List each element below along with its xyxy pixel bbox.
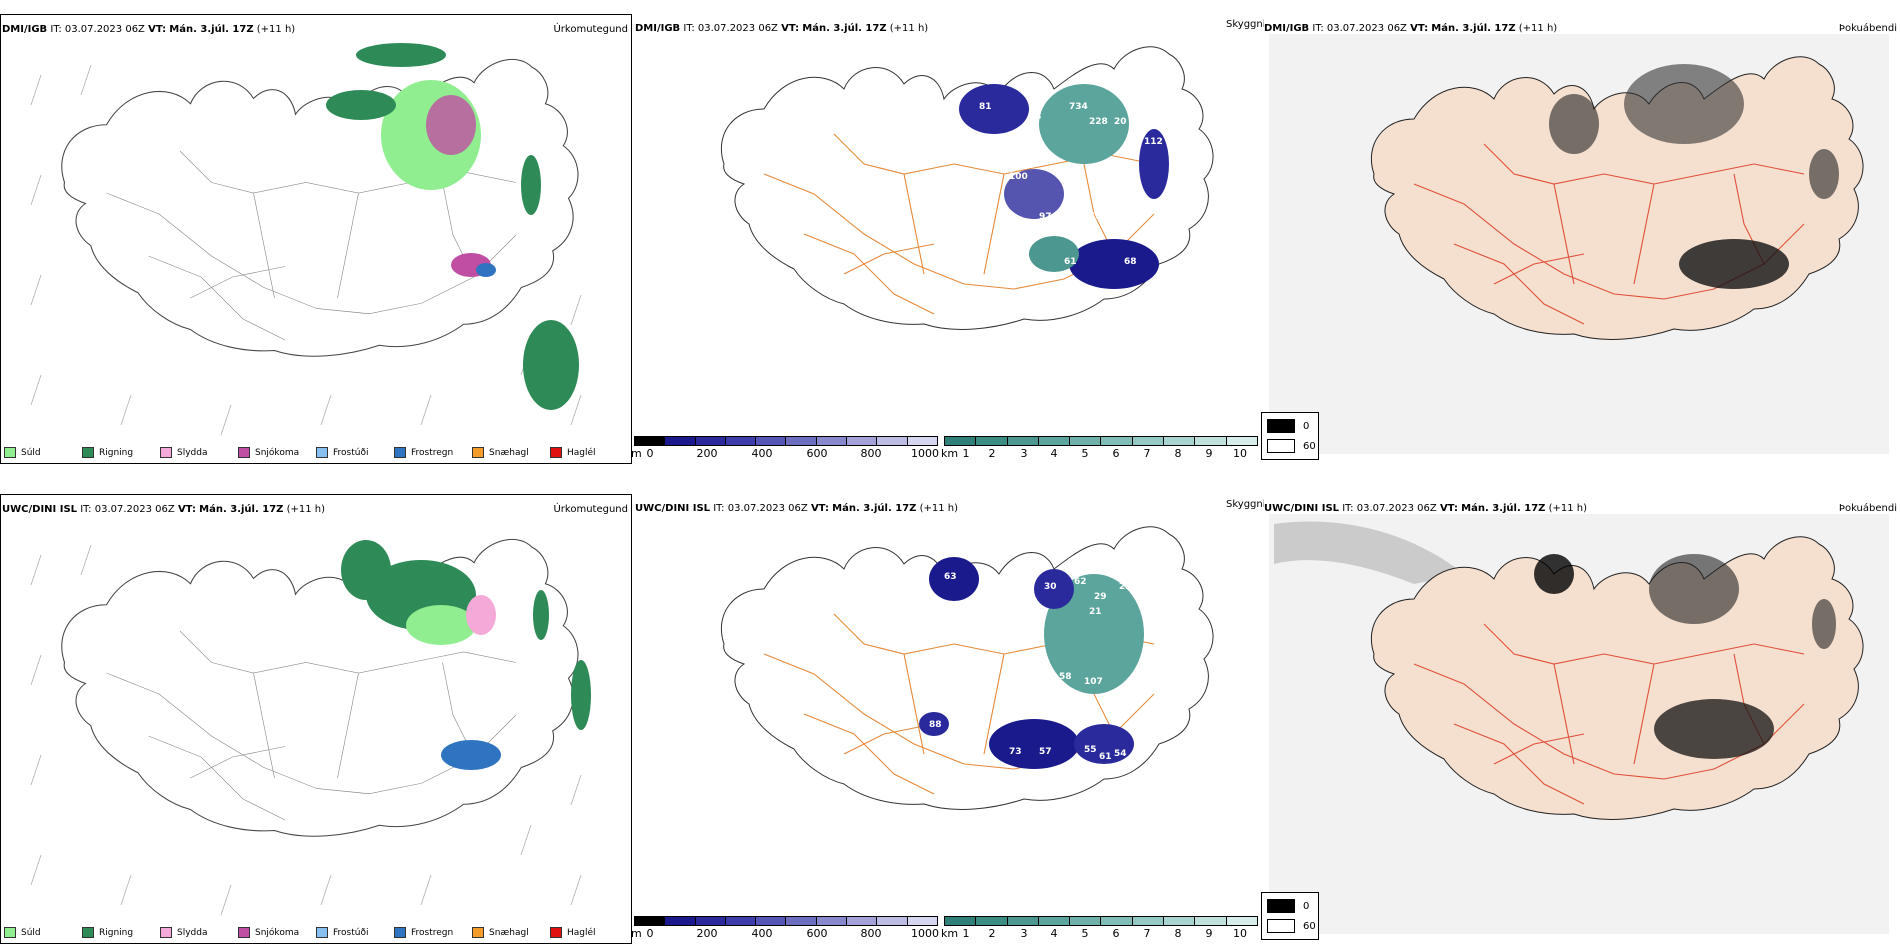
legend-item-snow: Snjókoma [238,447,316,458]
svg-text:29: 29 [1094,592,1107,602]
svg-text:112: 112 [1144,137,1163,147]
swatch-drizzle [4,927,16,938]
legend-item-sleet: Slydda [160,447,238,458]
svg-text:734: 734 [1069,102,1088,112]
swatch-snow [238,927,250,938]
precip-areas-1 [326,43,579,410]
precip-legend-1: Súld Rigning Slydda Snjókoma Frostúði Fr… [4,447,628,458]
precip-type-map-1 [30,43,582,436]
precip-type-map-2 [30,538,591,916]
fog-legend-2: 0 60 [1261,892,1319,940]
precip-type-title-2: Úrkomutegund [553,504,628,515]
panel-title-2a: UWC/DINI ISL IT: 03.07.2023 06Z VT: Mán.… [2,504,326,515]
legend-item-drizzle: Súld [4,927,82,938]
svg-text:88: 88 [929,720,942,730]
visibility-scale-2: km 1 2 3 4 5 6 7 8 9 10 [941,916,1258,940]
legend-item-snow: Snjókoma [238,927,316,938]
legend-item-drizzle: Súld [4,447,82,458]
ceiling-labels-2: 63 30 62 29 21 23 88 73 57 54 55 61 58 1… [929,572,1132,762]
precip-legend-2: Súld Rigning Slydda Snjókoma Frostúði Fr… [4,927,628,938]
svg-text:107: 107 [1084,677,1103,687]
legend-item-freezing-rain: Frostregn [394,927,472,938]
swatch-freezing-rain [394,447,406,458]
precip-type-panel-2: UWC/DINI ISL IT: 03.07.2023 06Z VT: Mán.… [0,494,632,944]
svg-text:81: 81 [979,102,992,112]
swatch-snow-pellets [472,927,484,938]
fog-indicator-map-1 [1269,34,1889,454]
swatch-freezing-rain [394,927,406,938]
legend-item-freezing-rain: Frostregn [394,447,472,458]
legend-item-snow-pellets: Snæhagl [472,447,550,458]
precip-areas-2 [341,540,591,770]
fog-indicator-panel-2: UWC/DINI ISL IT: 03.07.2023 06Z VT: Mán.… [1261,494,1900,944]
svg-text:21: 21 [1089,607,1102,617]
ceiling-labels-1: 81 83 734 228 20 112 88 100 97 78 57 68 … [889,102,1182,267]
fog-title-1: Þokuábendi [1838,23,1897,34]
ceiling-visibility-map-1: 81 83 734 228 20 112 88 100 97 78 57 68 … [720,46,1214,330]
panel-title-1a: DMI/IGB IT: 03.07.2023 06Z VT: Mán. 3.jú… [2,24,296,35]
svg-text:61: 61 [1099,752,1112,762]
ceiling-scale-1: m 0 200 400 600 800 1000 [631,436,939,460]
swatch-sleet [160,447,172,458]
legend-item-freezing-drizzle: Frostúði [316,447,394,458]
legend-item-snow-pellets: Snæhagl [472,927,550,938]
swatch-hail [550,927,562,938]
svg-text:54: 54 [1114,749,1127,759]
svg-text:100: 100 [1009,172,1028,182]
precip-type-panel-1: DMI/IGB IT: 03.07.2023 06Z VT: Mán. 3.jú… [0,14,632,464]
svg-text:88: 88 [1169,157,1182,167]
svg-text:63: 63 [944,572,957,582]
svg-text:83: 83 [1029,112,1042,122]
svg-text:20: 20 [1114,117,1127,127]
svg-text:62: 62 [1074,577,1087,587]
swatch-drizzle [4,447,16,458]
legend-item-freezing-drizzle: Frostúði [316,927,394,938]
svg-text:58: 58 [1089,212,1102,222]
panel-title-1b: DMI/IGB IT: 03.07.2023 06Z VT: Mán. 3.jú… [635,23,929,34]
swatch-sleet [160,927,172,938]
visibility-scale-1: km 1 2 3 4 5 6 7 8 9 10 [941,436,1258,460]
svg-text:78: 78 [889,217,902,227]
svg-text:23: 23 [1119,582,1132,592]
panel-title-1c: DMI/IGB IT: 03.07.2023 06Z VT: Mán. 3.jú… [1264,23,1558,34]
svg-text:228: 228 [1089,117,1108,127]
fog-indicator-map-2 [1269,514,1889,934]
swatch-rain [82,927,94,938]
visibility-title-1: Skyggni [1226,19,1266,30]
legend-item-rain: Rigning [82,927,160,938]
svg-text:97: 97 [1039,212,1052,222]
precip-type-title-1: Úrkomutegund [553,24,628,35]
legend-item-hail: Haglél [550,927,628,938]
svg-text:68: 68 [1124,257,1137,267]
panel-title-2c: UWC/DINI ISL IT: 03.07.2023 06Z VT: Mán.… [1264,503,1588,514]
legend-item-rain: Rigning [82,447,160,458]
legend-item-hail: Haglél [550,447,628,458]
panel-title-2b: UWC/DINI ISL IT: 03.07.2023 06Z VT: Mán.… [635,503,959,514]
swatch-snow [238,447,250,458]
svg-text:73: 73 [1009,747,1022,757]
svg-text:61: 61 [1064,257,1077,267]
svg-text:57: 57 [1019,237,1032,247]
swatch-freezing-drizzle [316,927,328,938]
ceiling-visibility-panel-1: 81 83 734 228 20 112 88 100 97 78 57 68 … [631,14,1266,464]
swatch-snow-pellets [472,447,484,458]
svg-text:55: 55 [1084,745,1097,755]
swatch-hail [550,447,562,458]
swatch-freezing-drizzle [316,447,328,458]
svg-text:57: 57 [1039,747,1052,757]
fog-indicator-panel-1: DMI/IGB IT: 03.07.2023 06Z VT: Mán. 3.jú… [1261,14,1900,464]
swatch-rain [82,447,94,458]
svg-text:58: 58 [1059,672,1072,682]
svg-text:30: 30 [1044,582,1057,592]
fog-title-2: Þokuábendi [1838,503,1897,514]
ceiling-visibility-map-2: 63 30 62 29 21 23 88 73 57 54 55 61 58 1… [720,526,1214,810]
ceiling-visibility-panel-2: 63 30 62 29 21 23 88 73 57 54 55 61 58 1… [631,494,1266,944]
ceiling-scale-2: m 0 200 400 600 800 1000 [631,916,939,940]
fog-legend-1: 0 60 [1261,412,1319,460]
visibility-title-2: Skyggni [1226,499,1266,510]
legend-item-sleet: Slydda [160,927,238,938]
